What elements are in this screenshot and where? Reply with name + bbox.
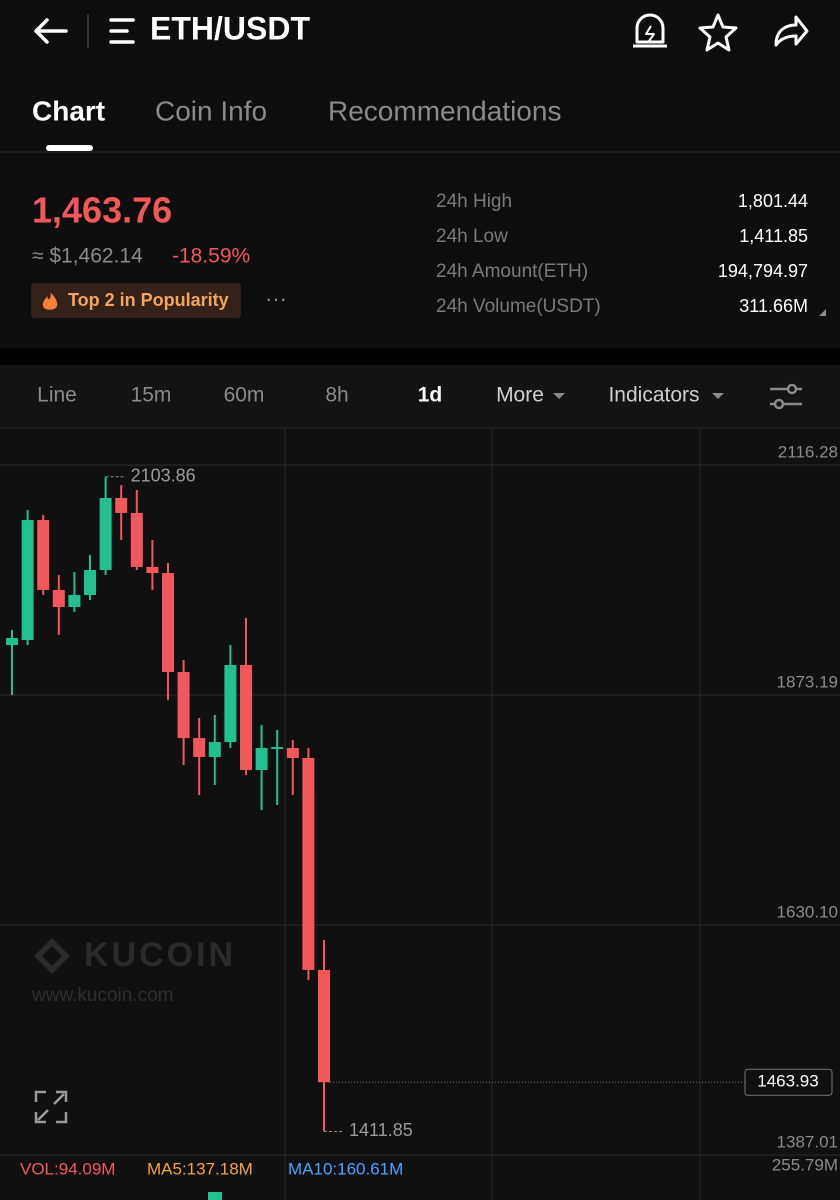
ma10-label: MA10:160.61M — [288, 1159, 403, 1178]
fullscreen-button[interactable] — [34, 1090, 68, 1124]
back-icon — [34, 18, 68, 44]
vertical-grid — [284, 429, 701, 1200]
stat-label: 24h Amount(ETH) — [436, 261, 588, 282]
y-tick-label: 2116.28 — [778, 442, 838, 461]
candle-body — [115, 498, 128, 513]
corner-mark — [819, 309, 826, 316]
candle-body — [255, 747, 268, 771]
candle-body — [302, 758, 315, 970]
chart-settings-button[interactable] — [770, 383, 802, 410]
stat-value: 311.66M — [739, 296, 808, 316]
plot: 2116.28 1873.19 1630.10 1387.01 2103.86 1411.… — [0, 442, 840, 1156]
stats: 24h High 1,801.44 24h Low 1,411.85 24h Amoun… — [436, 191, 808, 317]
dropdown-caret — [712, 393, 724, 399]
candle-body — [240, 664, 252, 771]
menu-button[interactable] — [109, 18, 135, 44]
tab[interactable]: Chart — [32, 95, 105, 126]
watermark-brand: KUCOIN — [84, 936, 236, 974]
candle-body — [21, 520, 34, 641]
last-price-label: 1463.93 — [757, 1072, 818, 1091]
settings-knob — [773, 398, 785, 410]
alert-icon — [633, 13, 667, 48]
watermark-logo — [34, 938, 70, 974]
ma5-label: MA5:137.18M — [147, 1159, 253, 1178]
stat-value: 194,794.97 — [718, 261, 808, 281]
last-price: 1,463.76 — [32, 190, 172, 231]
timeframes: Line 15m 60m 8h 1d More Indicators — [37, 384, 699, 407]
alert-button[interactable] — [633, 13, 667, 48]
stat-label: 24h Low — [436, 226, 508, 247]
volume-label: VOL:94.09M — [20, 1159, 115, 1178]
stat-label: 24h High — [436, 191, 512, 212]
timeframe-bar — [0, 365, 840, 428]
candle-body — [177, 671, 190, 739]
candle-body — [68, 594, 81, 607]
candle-body — [37, 520, 50, 590]
candle-body — [52, 589, 65, 607]
candle-body — [130, 512, 143, 567]
candle-body — [6, 638, 18, 646]
fullscreen-icon — [34, 1090, 68, 1124]
badge-text: Top 2 in Popularity — [68, 290, 229, 310]
timeframe-tab[interactable]: 1d — [418, 384, 443, 407]
candle-body — [146, 566, 159, 574]
timeframe-tab[interactable]: 60m — [224, 384, 265, 407]
favorite-button[interactable] — [698, 13, 738, 52]
candle-body — [208, 742, 221, 757]
timeframe-tab[interactable]: Line — [37, 384, 77, 407]
tab-indicator — [46, 145, 93, 151]
fire-icon — [42, 292, 58, 310]
volume-scale: 255.79M — [772, 1155, 838, 1174]
section-gap — [0, 348, 840, 365]
timeframe-tab[interactable]: More — [496, 384, 544, 407]
candle-body — [84, 570, 96, 595]
low-marker-label: 1411.85 — [349, 1120, 413, 1140]
candle-body — [271, 747, 284, 750]
stat-value: 1,411.85 — [739, 226, 808, 246]
more-button[interactable]: ··· — [265, 286, 287, 311]
price-change: -18.59% — [172, 245, 250, 268]
popularity-badge[interactable]: Top 2 in Popularity — [31, 283, 241, 318]
candle-body — [224, 664, 237, 743]
candle-body — [193, 738, 206, 757]
menu-icon — [109, 18, 135, 44]
fiat-price: ≈ $1,462.14 — [32, 245, 143, 268]
high-marker-label: 2103.86 — [131, 465, 196, 485]
share-button[interactable] — [774, 15, 809, 47]
timeframe-tab[interactable]: 8h — [325, 384, 348, 407]
alert-bolt — [645, 25, 655, 42]
last-price-box — [744, 1068, 833, 1096]
candle-body — [162, 573, 174, 672]
volume-bar — [208, 1192, 222, 1200]
tab[interactable]: Recommendations — [328, 95, 561, 126]
y-tick-label: 1387.01 — [777, 1132, 838, 1151]
chart-background — [0, 429, 840, 1200]
timeframe-tab[interactable]: 15m — [131, 384, 172, 407]
stat-label: 24h Volume(USDT) — [436, 296, 601, 317]
candle-body — [286, 747, 299, 759]
stat-value: 1,801.44 — [738, 191, 808, 211]
watermark: KUCOIN www.kucoin.com — [31, 936, 236, 1006]
badge-background — [31, 283, 241, 318]
watermark-url: www.kucoin.com — [31, 985, 174, 1006]
candle-body — [99, 498, 112, 571]
settings-knob — [786, 383, 798, 395]
pair-title: ETH/USDT — [150, 10, 310, 46]
tab[interactable]: Coin Info — [155, 95, 267, 126]
y-tick-label: 1630.10 — [777, 902, 838, 921]
timeframe-tab[interactable]: Indicators — [608, 384, 699, 407]
dropdown-caret — [553, 393, 565, 399]
candle-body — [318, 969, 330, 1083]
y-tick-label: 1873.19 — [777, 672, 838, 691]
back-button[interactable] — [34, 18, 68, 44]
